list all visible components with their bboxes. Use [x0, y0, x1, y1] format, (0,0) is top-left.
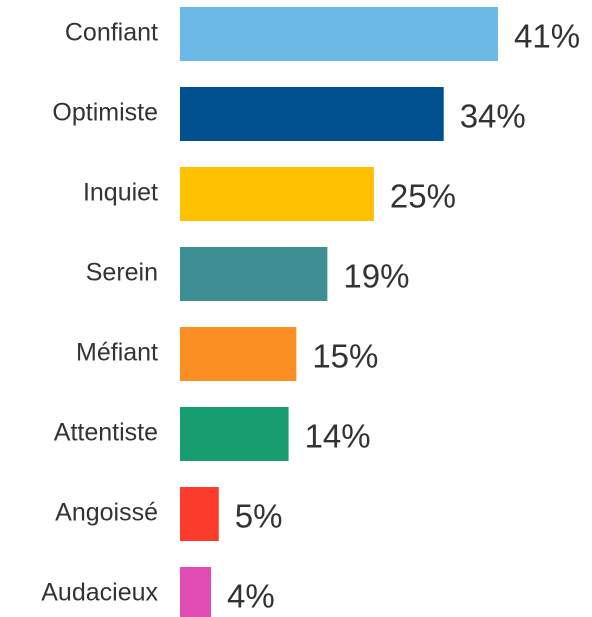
- bar: [180, 247, 328, 301]
- value-label: 14%: [305, 418, 371, 455]
- bar: [180, 87, 444, 141]
- value-label: 19%: [343, 258, 409, 295]
- bar: [180, 327, 297, 381]
- bar: [180, 167, 374, 221]
- category-label: Confiant: [65, 19, 158, 47]
- category-label: Inquiet: [83, 179, 158, 207]
- category-label: Angoissé: [55, 499, 158, 527]
- category-label: Audacieux: [41, 579, 158, 607]
- bar: [180, 487, 219, 541]
- value-label: 4%: [227, 578, 275, 615]
- value-label: 25%: [390, 178, 456, 215]
- value-label: 41%: [514, 18, 580, 55]
- value-label: 15%: [312, 338, 378, 375]
- category-label: Optimiste: [52, 99, 158, 127]
- value-label: 5%: [235, 498, 283, 535]
- category-label: Méfiant: [76, 339, 158, 367]
- bar: [180, 407, 289, 461]
- bar: [180, 567, 212, 617]
- category-label: Attentiste: [54, 419, 158, 447]
- bar: [180, 7, 498, 61]
- value-label: 34%: [460, 98, 526, 135]
- category-label: Serein: [86, 259, 158, 287]
